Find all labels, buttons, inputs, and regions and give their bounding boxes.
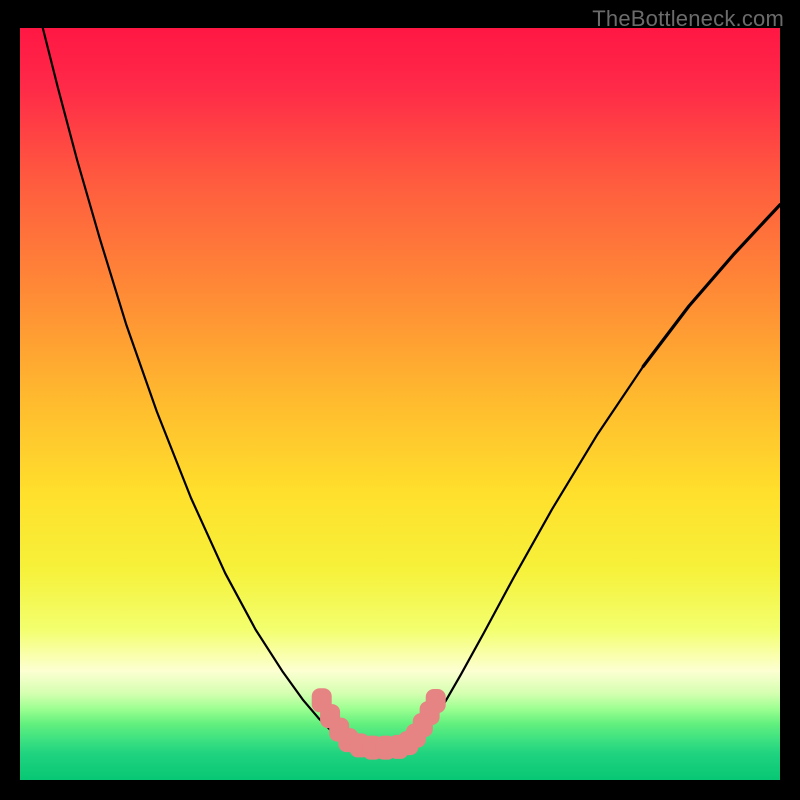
plot-area [20,28,780,780]
chart-svg [20,28,780,780]
gradient-background [20,28,780,780]
watermark-text: TheBottleneck.com [592,6,784,32]
